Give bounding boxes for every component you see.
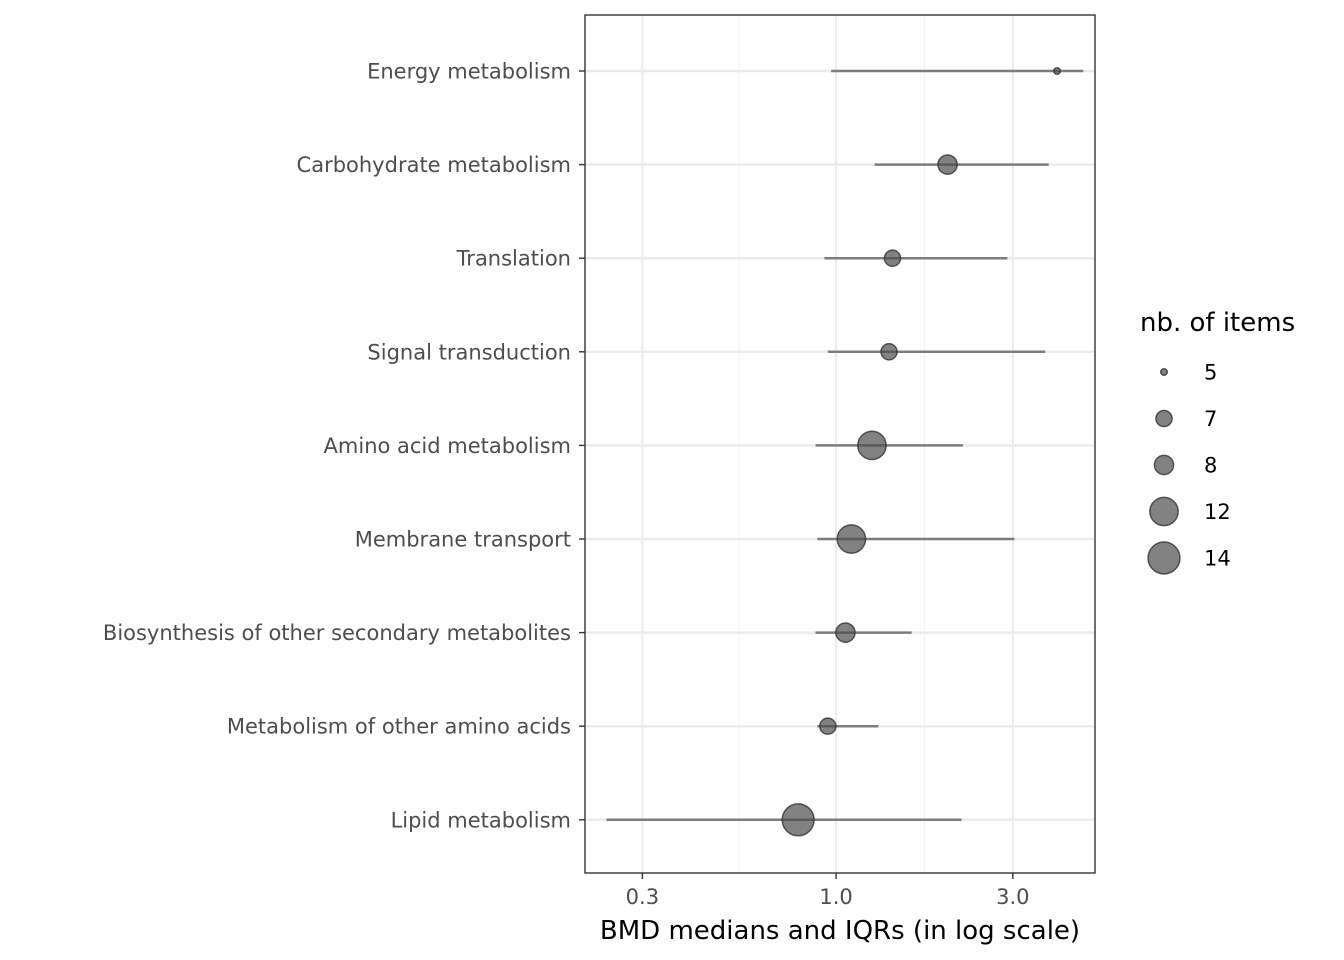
legend-label: 8 <box>1204 454 1217 478</box>
legend-label: 5 <box>1204 361 1217 385</box>
legend-key <box>1159 367 1169 377</box>
iqr-lines <box>606 69 1084 822</box>
median-point <box>836 524 867 554</box>
legend-key <box>1153 454 1175 476</box>
median-point <box>880 342 898 361</box>
median-point <box>883 249 902 268</box>
median-points <box>781 66 1062 837</box>
x-axis: 0.3 1.0 3.0 <box>626 873 1030 909</box>
median-point <box>819 717 837 736</box>
median-point <box>835 622 856 643</box>
panel-border <box>584 14 1096 874</box>
y-tick-label: Amino acid metabolism <box>324 434 571 458</box>
legend-label: 7 <box>1204 407 1217 431</box>
legend-key <box>1155 409 1173 428</box>
y-tick-label: Membrane transport <box>355 528 571 552</box>
median-point <box>937 154 958 175</box>
legend-label: 14 <box>1204 547 1231 571</box>
x-tick-label: 3.0 <box>996 885 1029 909</box>
median-point <box>781 803 815 837</box>
x-axis-title: BMD medians and IQRs (in log scale) <box>600 916 1080 946</box>
y-tick-label: Biosynthesis of other secondary metaboli… <box>103 621 571 645</box>
x-tick-label: 0.3 <box>626 885 659 909</box>
y-tick-label: Carbohydrate metabolism <box>297 153 571 177</box>
size-legend: nb. of items 5 7 8 12 14 <box>1140 308 1295 575</box>
y-tick-label: Translation <box>456 247 571 271</box>
y-tick-label: Energy metabolism <box>367 60 571 84</box>
median-point <box>1053 66 1062 76</box>
y-tick-label: Signal transduction <box>367 340 571 364</box>
legend-key <box>1147 541 1181 575</box>
median-point <box>857 430 887 461</box>
y-tick-label: Metabolism of other amino acids <box>227 715 571 739</box>
y-axis: Energy metabolism Carbohydrate metabolism… <box>103 60 585 832</box>
legend-key <box>1149 496 1179 527</box>
legend-label: 12 <box>1204 500 1231 524</box>
x-tick-label: 1.0 <box>819 885 852 909</box>
legend-title: nb. of items <box>1140 308 1295 338</box>
y-tick-label: Lipid metabolism <box>391 808 571 832</box>
panel-background <box>585 15 1095 873</box>
